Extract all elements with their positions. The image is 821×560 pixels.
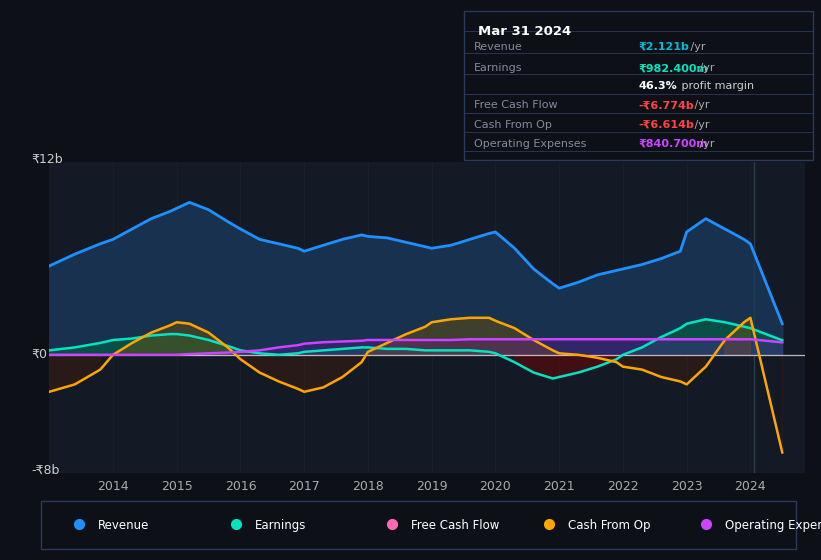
Text: ₹982.400m: ₹982.400m xyxy=(639,63,709,73)
Text: Revenue: Revenue xyxy=(475,42,523,52)
Text: Free Cash Flow: Free Cash Flow xyxy=(411,520,499,533)
Text: Cash From Op: Cash From Op xyxy=(475,120,553,130)
Text: Earnings: Earnings xyxy=(255,520,305,533)
Text: ₹12b: ₹12b xyxy=(31,153,63,166)
Text: /yr: /yr xyxy=(691,120,710,130)
Text: Operating Expenses: Operating Expenses xyxy=(475,139,587,149)
Text: Mar 31 2024: Mar 31 2024 xyxy=(478,25,571,38)
Text: Revenue: Revenue xyxy=(98,520,149,533)
Text: ₹840.700m: ₹840.700m xyxy=(639,139,708,149)
Text: /yr: /yr xyxy=(696,139,714,149)
Text: /yr: /yr xyxy=(691,100,710,110)
Text: Operating Expenses: Operating Expenses xyxy=(725,520,821,533)
Text: ₹2.121b: ₹2.121b xyxy=(639,42,689,52)
Text: /yr: /yr xyxy=(696,63,714,73)
Text: ₹0: ₹0 xyxy=(31,348,47,361)
Text: -₹6.774b: -₹6.774b xyxy=(639,100,694,110)
Text: -₹6.614b: -₹6.614b xyxy=(639,120,695,130)
Text: 46.3%: 46.3% xyxy=(639,81,677,91)
Text: Earnings: Earnings xyxy=(475,63,523,73)
Text: /yr: /yr xyxy=(687,42,705,52)
Text: profit margin: profit margin xyxy=(678,81,754,91)
Text: Cash From Op: Cash From Op xyxy=(568,520,650,533)
Text: -₹8b: -₹8b xyxy=(31,464,60,477)
Text: Free Cash Flow: Free Cash Flow xyxy=(475,100,558,110)
